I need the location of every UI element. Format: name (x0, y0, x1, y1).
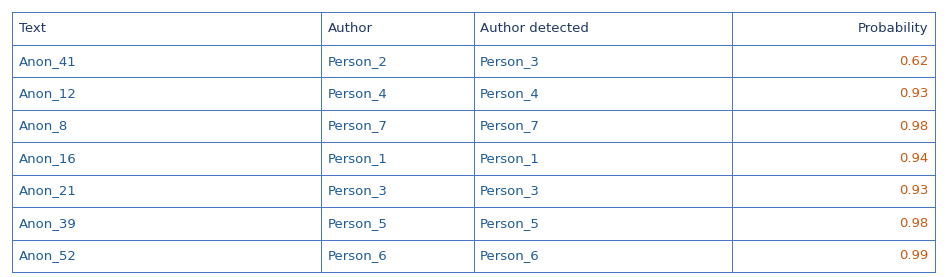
Text: 0.99: 0.99 (899, 249, 928, 262)
Text: Person_3: Person_3 (480, 55, 540, 68)
Text: Anon_52: Anon_52 (19, 249, 77, 262)
Text: 0.98: 0.98 (899, 217, 928, 230)
Text: Person_2: Person_2 (328, 55, 388, 68)
Text: Person_3: Person_3 (328, 184, 388, 198)
Text: Person_3: Person_3 (480, 184, 540, 198)
Text: 0.94: 0.94 (899, 152, 928, 165)
Text: Anon_39: Anon_39 (19, 217, 77, 230)
Text: Anon_16: Anon_16 (19, 152, 77, 165)
Text: Person_5: Person_5 (328, 217, 388, 230)
Text: Probability: Probability (857, 22, 928, 35)
Text: Text: Text (19, 22, 46, 35)
Text: Author detected: Author detected (480, 22, 589, 35)
Text: Person_4: Person_4 (328, 87, 387, 100)
Text: Person_7: Person_7 (328, 119, 388, 132)
Text: 0.93: 0.93 (899, 184, 928, 198)
Text: Person_6: Person_6 (480, 249, 540, 262)
Text: Person_4: Person_4 (480, 87, 540, 100)
Text: 0.62: 0.62 (899, 55, 928, 68)
Text: Author: Author (328, 22, 373, 35)
Text: Person_7: Person_7 (480, 119, 540, 132)
Text: Anon_21: Anon_21 (19, 184, 77, 198)
Text: 0.98: 0.98 (899, 119, 928, 132)
Text: Anon_12: Anon_12 (19, 87, 77, 100)
Text: Person_1: Person_1 (480, 152, 540, 165)
Text: Person_5: Person_5 (480, 217, 540, 230)
Text: 0.93: 0.93 (899, 87, 928, 100)
Text: Anon_8: Anon_8 (19, 119, 68, 132)
Text: Anon_41: Anon_41 (19, 55, 77, 68)
Text: Person_6: Person_6 (328, 249, 387, 262)
Text: Person_1: Person_1 (328, 152, 388, 165)
